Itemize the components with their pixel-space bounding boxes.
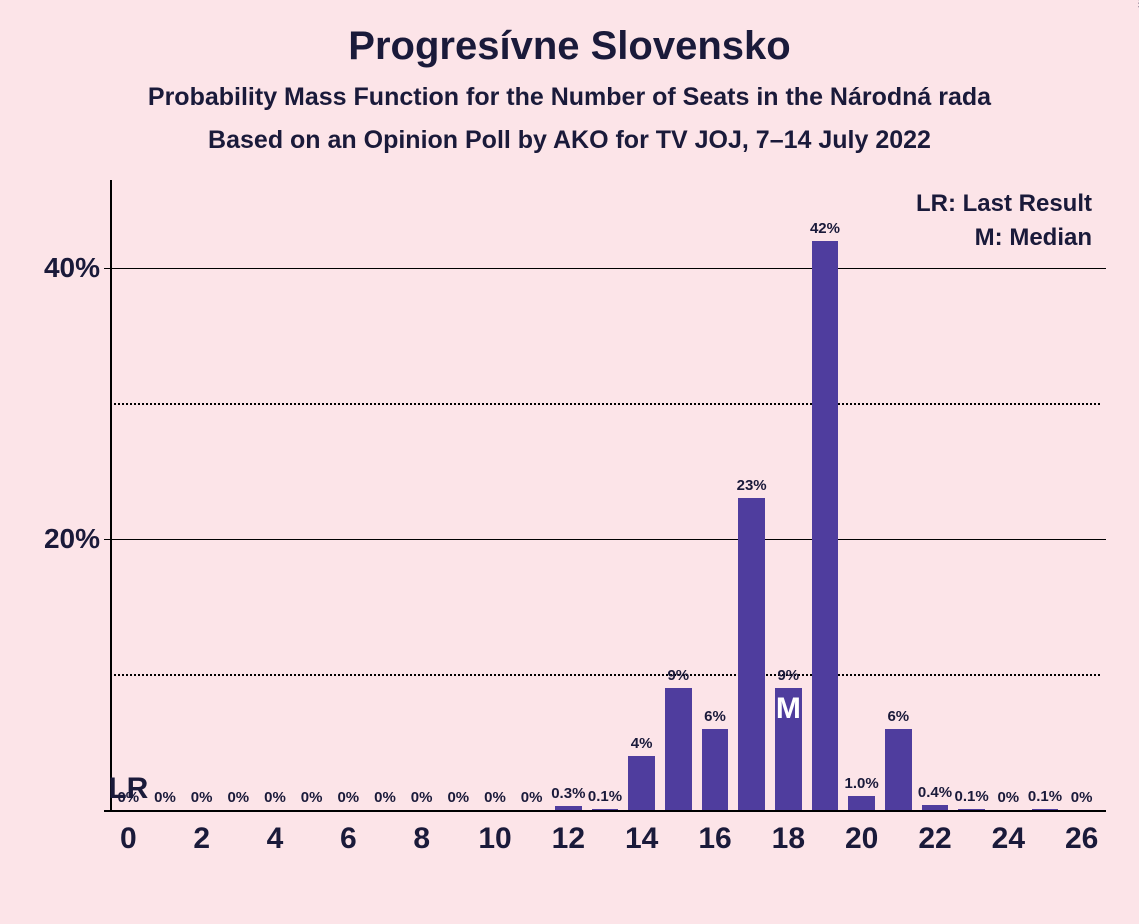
x-tick-label: 16 <box>698 822 731 856</box>
gridline-major <box>104 268 1106 269</box>
bar-value-label: 0% <box>191 789 213 806</box>
bar-value-label: 4% <box>631 735 653 752</box>
y-tick-label: 20% <box>44 523 100 555</box>
bar-value-label: 0% <box>264 789 286 806</box>
x-axis <box>104 810 1106 812</box>
x-tick-label: 2 <box>193 822 210 856</box>
bar-value-label: 0% <box>301 789 323 806</box>
bar-value-label: 9% <box>667 667 689 684</box>
bar-value-label: 0% <box>997 789 1019 806</box>
bar: 4% <box>628 756 654 810</box>
bar-value-label: 6% <box>887 708 909 725</box>
x-tick-label: 18 <box>772 822 805 856</box>
bar-value-label: 42% <box>810 220 840 237</box>
x-tick-label: 8 <box>413 822 430 856</box>
bar-value-label: 0% <box>484 789 506 806</box>
x-tick-label: 10 <box>478 822 511 856</box>
bar-value-label: 0% <box>227 789 249 806</box>
bar-value-label: 0.1% <box>588 788 622 805</box>
gridline-major <box>104 539 1106 540</box>
bar-value-label: 0.3% <box>551 785 585 802</box>
x-tick-label: 20 <box>845 822 878 856</box>
bar: 9% <box>665 688 691 810</box>
x-tick-label: 26 <box>1065 822 1098 856</box>
legend-lr: LR: Last Result <box>916 190 1092 218</box>
x-tick-label: 6 <box>340 822 357 856</box>
x-tick-label: 4 <box>267 822 284 856</box>
bar: 23% <box>738 498 764 810</box>
gridline-minor <box>110 403 1100 405</box>
copyright-text: © 2022 Filip van Laenen <box>1135 0 1139 8</box>
bar-value-label: 0% <box>337 789 359 806</box>
x-tick-label: 12 <box>552 822 585 856</box>
x-tick-label: 22 <box>918 822 951 856</box>
bar: 0.1% <box>592 809 618 810</box>
bar-value-label: 0.1% <box>1028 788 1062 805</box>
legend-m: M: Median <box>916 224 1092 252</box>
bar-value-label: 0% <box>411 789 433 806</box>
bar: 0.3% <box>555 806 581 810</box>
gridline-minor <box>110 674 1100 676</box>
y-tick-label: 40% <box>44 252 100 284</box>
y-axis <box>110 180 112 810</box>
bar: 6% <box>702 729 728 810</box>
subtitle-1: Probability Mass Function for the Number… <box>0 83 1139 112</box>
subtitle-2: Based on an Opinion Poll by AKO for TV J… <box>0 126 1139 155</box>
inside-label-lr: LR <box>108 772 148 806</box>
bar-chart: 20%40%024681012141618202224260%0%0%0%0%0… <box>110 200 1100 810</box>
bar: 42% <box>812 241 838 810</box>
bar-value-label: 0% <box>374 789 396 806</box>
bar-value-label: 6% <box>704 708 726 725</box>
inside-label-m: M <box>776 692 801 726</box>
x-tick-label: 0 <box>120 822 137 856</box>
bar-value-label: 0% <box>154 789 176 806</box>
x-tick-label: 14 <box>625 822 658 856</box>
bar-value-label: 0% <box>447 789 469 806</box>
bar-value-label: 0.4% <box>918 784 952 801</box>
bar: 0.1% <box>1032 809 1058 810</box>
bar-value-label: 23% <box>737 477 767 494</box>
bar-value-label: 9% <box>777 667 799 684</box>
bar: 0.4% <box>922 805 948 810</box>
bar: 0.1% <box>958 809 984 810</box>
bar-value-label: 0.1% <box>955 788 989 805</box>
bar: 6% <box>885 729 911 810</box>
bar-value-label: 1.0% <box>845 775 879 792</box>
bar-value-label: 0% <box>1071 789 1093 806</box>
x-tick-label: 24 <box>992 822 1025 856</box>
bar-value-label: 0% <box>521 789 543 806</box>
bar: 1.0% <box>848 796 874 810</box>
page-title: Progresívne Slovensko <box>0 0 1139 69</box>
legend: LR: Last Result M: Median <box>916 190 1092 252</box>
